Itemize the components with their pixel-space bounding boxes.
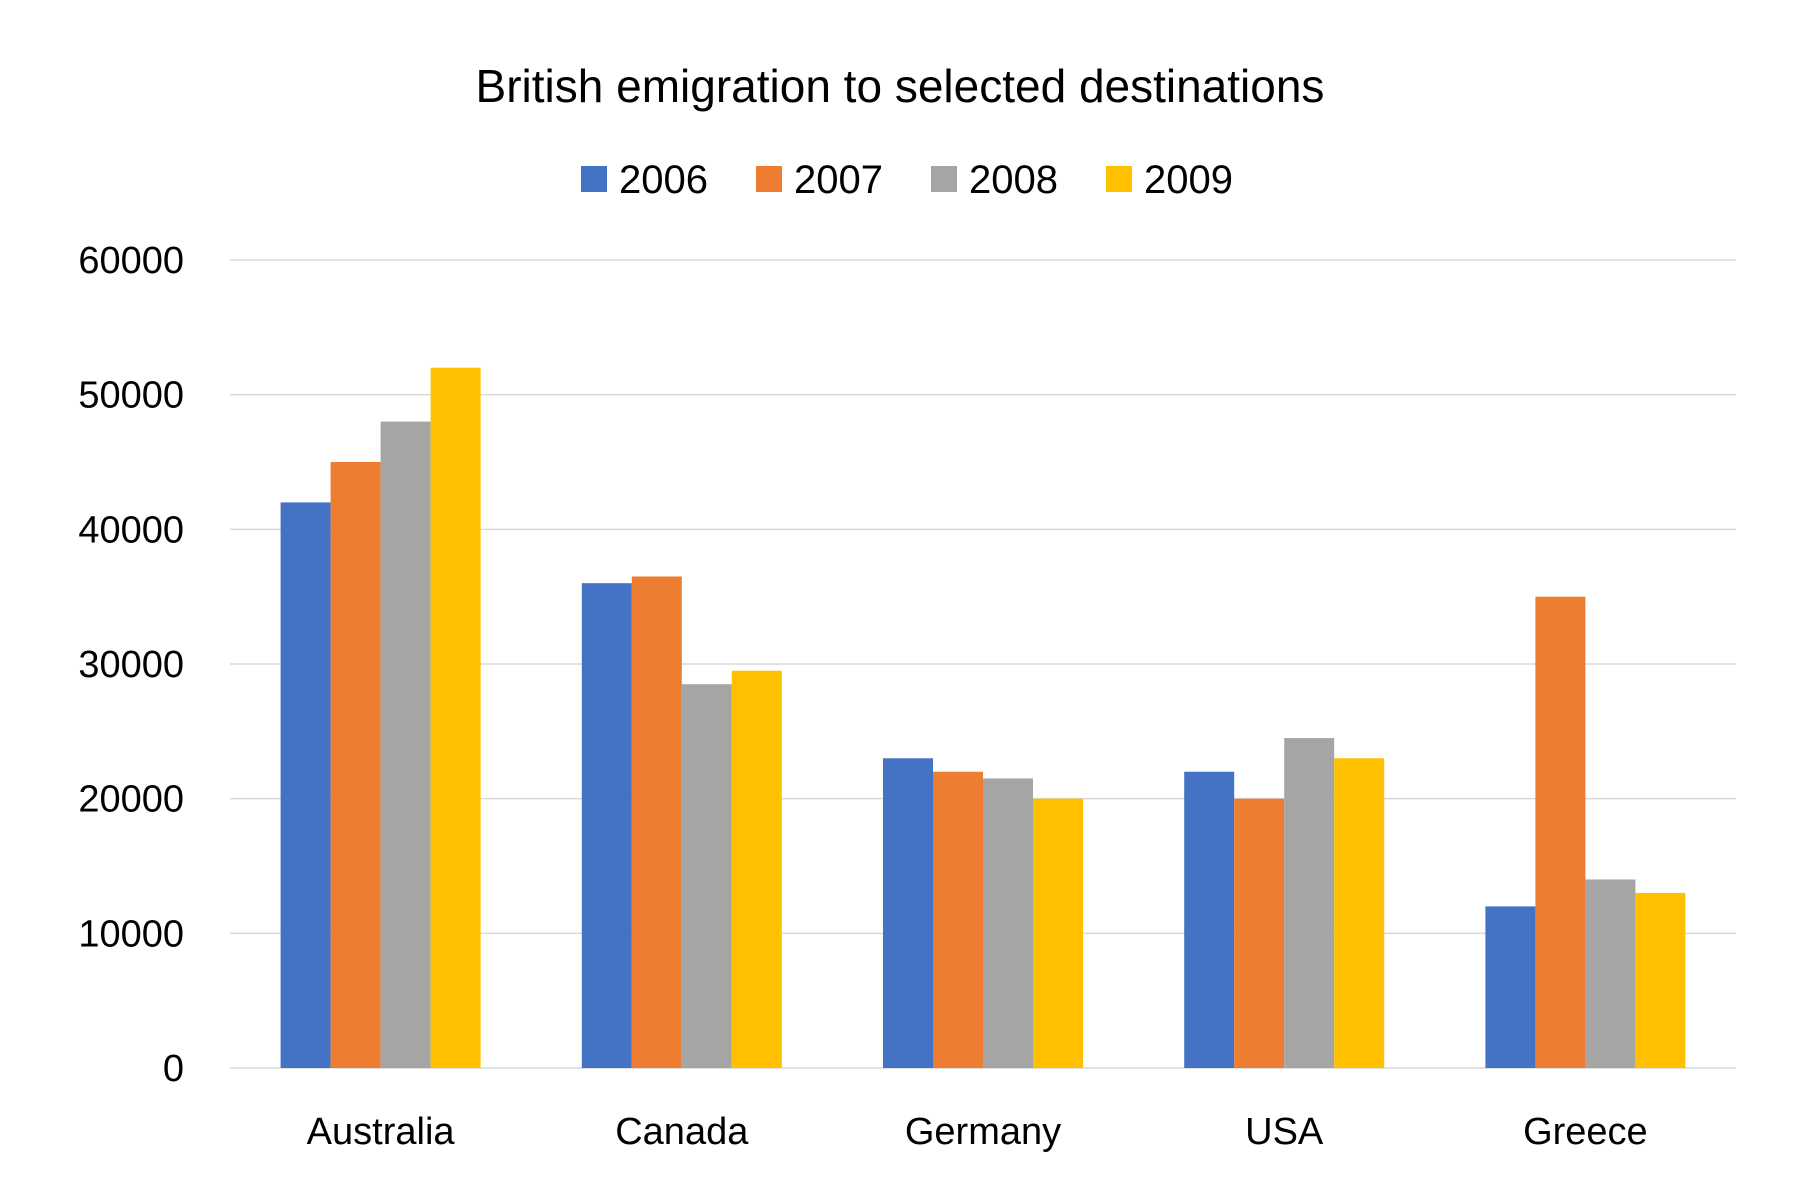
bar-germany-2006 — [883, 758, 933, 1068]
legend-swatch-2008 — [931, 166, 957, 192]
legend-swatch-2009 — [1106, 166, 1132, 192]
bar-greece-2009 — [1635, 892, 1686, 1068]
x-category-label-australia: Australia — [307, 1111, 456, 1153]
x-category-label-greece: Greece — [1523, 1111, 1648, 1153]
bar-germany-2007 — [933, 771, 983, 1068]
y-tick-label: 50000 — [78, 375, 184, 417]
bar-australia-2008 — [380, 421, 431, 1069]
bar-australia-2009 — [430, 367, 481, 1068]
y-tick-label: 30000 — [78, 644, 184, 686]
bar-australia-2006 — [280, 502, 331, 1068]
bar-usa-2009 — [1334, 758, 1385, 1068]
bar-greece-2006 — [1485, 906, 1536, 1068]
bar-greece-2007 — [1535, 596, 1586, 1068]
x-category-label-germany: Germany — [905, 1111, 1061, 1153]
bar-germany-2008 — [983, 778, 1033, 1068]
bar-greece-2008 — [1585, 879, 1636, 1068]
legend-label-2008: 2008 — [969, 158, 1058, 202]
y-tick-label: 0 — [163, 1048, 184, 1090]
bar-australia-2007 — [330, 462, 381, 1068]
bar-usa-2008 — [1284, 738, 1335, 1068]
chart-title: British emigration to selected destinati… — [476, 60, 1325, 112]
x-axis-category-labels: Australia Canada Germany USA Greece — [307, 1111, 1648, 1153]
bar-germany-2009 — [1033, 798, 1083, 1068]
legend-swatch-2007 — [756, 166, 782, 192]
legend-label-2009: 2009 — [1144, 158, 1233, 202]
y-tick-label: 40000 — [78, 509, 184, 551]
bar-canada-2008 — [681, 684, 732, 1068]
y-tick-label: 20000 — [78, 779, 184, 821]
bar-canada-2009 — [731, 670, 782, 1068]
bars — [280, 367, 1686, 1069]
bar-usa-2007 — [1234, 798, 1285, 1068]
bar-canada-2006 — [581, 583, 632, 1068]
bar-canada-2007 — [631, 576, 682, 1068]
y-tick-label: 10000 — [78, 913, 184, 955]
y-tick-label: 60000 — [78, 240, 184, 282]
legend-label-2006: 2006 — [619, 158, 708, 202]
y-axis-tick-labels: 0 10000 20000 30000 40000 50000 60000 — [78, 240, 184, 1090]
legend-label-2007: 2007 — [794, 158, 883, 202]
x-category-label-usa: USA — [1245, 1111, 1324, 1153]
x-category-label-canada: Canada — [615, 1111, 749, 1153]
legend: 2006 2007 2008 2009 — [581, 158, 1233, 202]
bar-usa-2006 — [1184, 771, 1235, 1068]
legend-swatch-2006 — [581, 166, 607, 192]
